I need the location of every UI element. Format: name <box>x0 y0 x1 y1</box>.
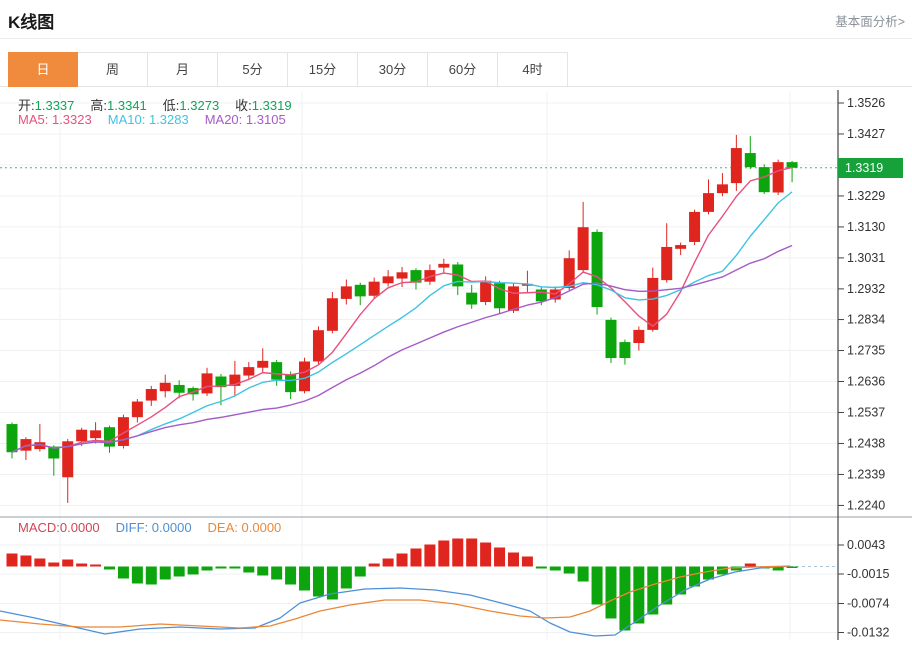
diff-value: 0.0000 <box>151 520 192 535</box>
svg-text:-0.0015: -0.0015 <box>847 567 889 581</box>
svg-text:1.3526: 1.3526 <box>847 96 885 110</box>
interval-tabbar: 日周月 5分 15分 30分 60分 4时 <box>8 52 568 87</box>
svg-text:1.3427: 1.3427 <box>847 127 885 141</box>
tab-interval-0[interactable]: 日 <box>8 52 78 87</box>
tab-interval-5[interactable]: 30分 <box>358 52 428 87</box>
tab-interval-7[interactable]: 4时 <box>498 52 568 87</box>
svg-text:1.2735: 1.2735 <box>847 344 885 358</box>
close-label: 收: <box>235 98 252 113</box>
svg-text:1.3130: 1.3130 <box>847 220 885 234</box>
fundamental-analysis-link[interactable]: 基本面分析> <box>835 15 905 29</box>
ma10-value: 1.3283 <box>148 112 189 127</box>
header-divider <box>0 38 912 39</box>
ma5-value: 1.3323 <box>51 112 92 127</box>
tab-interval-2[interactable]: 月 <box>148 52 218 87</box>
ma20-value: 1.3105 <box>245 112 286 127</box>
tab-interval-1[interactable]: 周 <box>78 52 148 87</box>
high-value: 1.3341 <box>107 98 147 113</box>
low-label: 低: <box>162 98 180 113</box>
svg-text:1.2932: 1.2932 <box>847 282 885 296</box>
open-value: 1.3337 <box>34 98 75 113</box>
svg-text:1.2636: 1.2636 <box>847 375 885 389</box>
page-title: K线图 <box>8 13 55 32</box>
macd-label: MACD: <box>18 520 60 535</box>
open-label: 开: <box>18 98 35 113</box>
ohlc-row: 开:1.3337 高:1.3341 低:1.3273 收:1.3319 <box>18 95 292 114</box>
svg-text:1.2834: 1.2834 <box>847 313 885 327</box>
current-price-tag: 1.3319 <box>838 158 903 178</box>
ma20-label: MA20: <box>204 112 243 127</box>
ma-row: MA5: 1.3323 MA10: 1.3283 MA20: 1.3105 <box>18 112 286 127</box>
dea-value: 0.0000 <box>241 520 282 535</box>
svg-text:1.2537: 1.2537 <box>847 405 885 419</box>
tab-interval-4[interactable]: 15分 <box>288 52 358 87</box>
svg-text:-0.0074: -0.0074 <box>847 597 889 611</box>
ma5-label: MA5: <box>18 112 49 127</box>
svg-text:1.2339: 1.2339 <box>847 467 885 481</box>
diff-label: DIFF: <box>115 520 149 535</box>
macd-value: 0.0000 <box>59 520 100 535</box>
svg-text:-0.0132: -0.0132 <box>847 626 889 640</box>
svg-text:1.3229: 1.3229 <box>847 189 885 203</box>
kline-chart-canvas[interactable]: 1.3526 1.3427 1.3229 1.3130 1.3031 1.2932 1.28… <box>0 87 912 645</box>
low-value: 1.3273 <box>179 98 220 113</box>
svg-text:0.0043: 0.0043 <box>847 538 885 552</box>
macd-row: MACD:0.0000 DIFF: 0.0000 DEA: 0.0000 <box>18 520 281 535</box>
svg-text:1.2438: 1.2438 <box>847 436 885 450</box>
high-label: 高: <box>90 98 108 113</box>
tab-interval-6[interactable]: 60分 <box>428 52 498 87</box>
svg-text:1.2240: 1.2240 <box>847 498 885 512</box>
close-value: 1.3319 <box>251 98 292 113</box>
dea-label: DEA: <box>207 520 238 535</box>
ma10-label: MA10: <box>107 112 146 127</box>
tab-interval-3[interactable]: 5分 <box>218 52 288 87</box>
svg-text:1.3031: 1.3031 <box>847 251 885 265</box>
